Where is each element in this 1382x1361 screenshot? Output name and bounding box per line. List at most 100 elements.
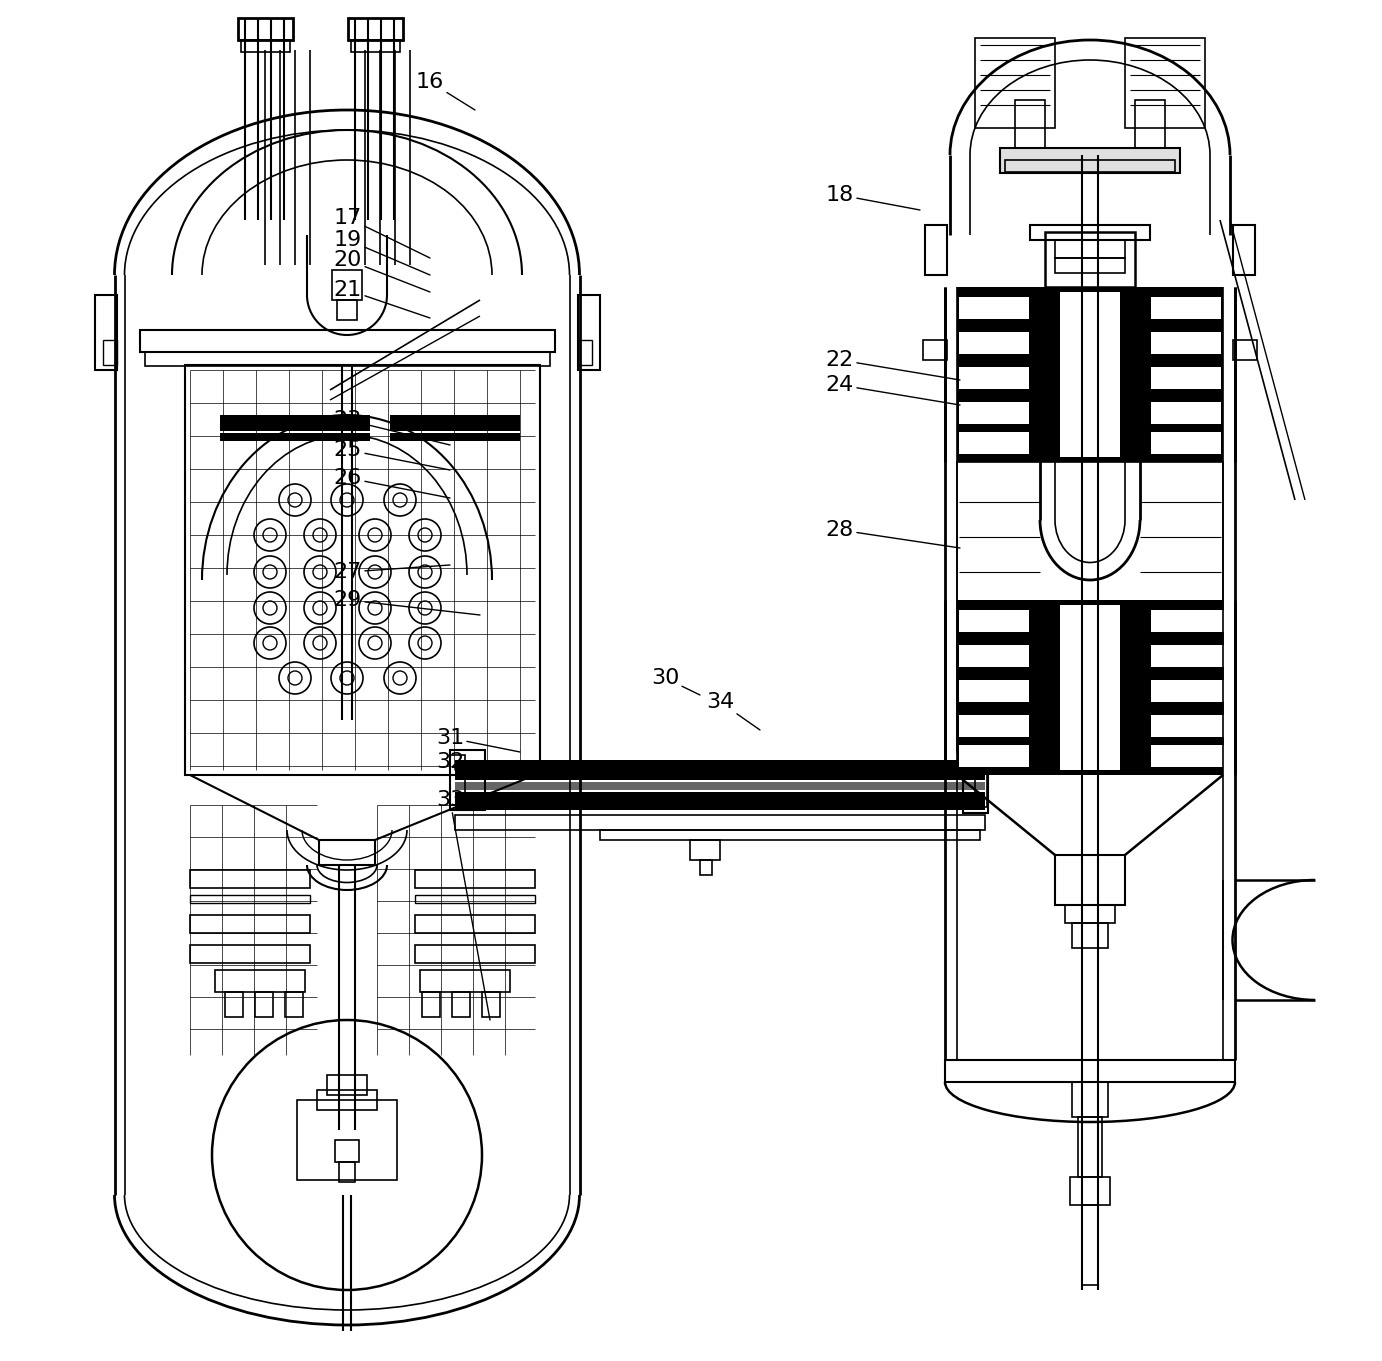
Bar (1014, 99, 1045, 150)
Text: 16: 16 (416, 72, 475, 110)
Bar (959, 610, 1030, 632)
Text: 27: 27 (334, 562, 451, 583)
Bar (959, 367, 1030, 389)
Bar (451, 750, 485, 810)
Circle shape (417, 636, 433, 651)
Circle shape (254, 557, 286, 588)
Bar (240, 39, 290, 52)
Bar (328, 1075, 368, 1096)
Bar (1151, 431, 1222, 455)
Circle shape (304, 557, 336, 588)
Bar (415, 945, 535, 964)
Bar (95, 295, 117, 370)
Bar (297, 1100, 397, 1180)
Bar (1070, 1177, 1110, 1204)
Bar (1151, 715, 1222, 738)
Bar (1151, 744, 1382, 768)
Bar (390, 433, 520, 441)
Bar (1151, 297, 1222, 318)
Bar (959, 431, 1030, 455)
Text: 26: 26 (334, 468, 451, 498)
Bar (415, 896, 535, 902)
Bar (959, 715, 1030, 738)
Bar (482, 992, 500, 1017)
Bar (390, 415, 520, 431)
Bar (1233, 225, 1255, 275)
Circle shape (409, 592, 441, 623)
Bar (285, 992, 303, 1017)
Text: 25: 25 (334, 440, 451, 470)
Bar (420, 970, 510, 992)
Circle shape (254, 592, 286, 623)
Bar (455, 792, 985, 810)
Bar (1151, 645, 1382, 667)
Circle shape (368, 636, 381, 651)
Bar (1072, 1082, 1108, 1117)
Bar (415, 915, 535, 934)
Bar (316, 1090, 377, 1111)
Bar (455, 815, 985, 830)
Circle shape (332, 485, 363, 516)
Bar (1151, 610, 1382, 632)
Circle shape (417, 565, 433, 578)
Bar (959, 645, 1030, 667)
Circle shape (409, 627, 441, 659)
Bar (925, 225, 947, 275)
Circle shape (263, 528, 276, 542)
Circle shape (384, 661, 416, 694)
Bar (415, 870, 535, 887)
Bar (956, 600, 1223, 774)
Text: 20: 20 (334, 250, 430, 293)
Circle shape (287, 493, 303, 508)
Bar (238, 18, 293, 39)
Circle shape (287, 671, 303, 685)
Circle shape (359, 519, 391, 551)
Bar (185, 365, 540, 774)
Bar (1045, 231, 1135, 287)
Bar (422, 992, 439, 1017)
Circle shape (263, 636, 276, 651)
Bar (455, 759, 985, 780)
Bar (451, 755, 464, 804)
Text: 19: 19 (334, 230, 430, 275)
Circle shape (384, 485, 416, 516)
Bar (337, 299, 357, 320)
Bar (220, 415, 370, 431)
Bar (1151, 715, 1382, 738)
Text: 29: 29 (334, 591, 480, 615)
Circle shape (312, 565, 328, 578)
Bar (1151, 680, 1382, 702)
Text: 17: 17 (334, 208, 430, 259)
Bar (455, 783, 985, 789)
Bar (1151, 610, 1222, 632)
Text: 28: 28 (826, 520, 960, 548)
Bar (690, 840, 720, 860)
Bar (701, 860, 712, 875)
Text: 32: 32 (435, 753, 520, 778)
Circle shape (312, 528, 328, 542)
Bar (332, 269, 362, 299)
Bar (974, 753, 987, 807)
Text: 34: 34 (706, 691, 760, 729)
Bar (104, 340, 117, 365)
Bar (319, 840, 375, 866)
Bar (225, 992, 243, 1017)
Bar (216, 970, 305, 992)
Circle shape (304, 627, 336, 659)
Bar (189, 915, 310, 934)
Bar (339, 1162, 355, 1181)
Circle shape (392, 493, 408, 508)
Bar (1151, 744, 1222, 768)
Bar (974, 38, 1054, 128)
Circle shape (340, 493, 354, 508)
Circle shape (409, 519, 441, 551)
Circle shape (304, 592, 336, 623)
Circle shape (417, 528, 433, 542)
Bar (1060, 606, 1119, 770)
Bar (959, 680, 1030, 702)
Bar (351, 39, 399, 52)
Bar (1082, 1204, 1099, 1285)
Circle shape (359, 592, 391, 623)
Bar (1054, 240, 1125, 259)
Bar (1078, 1117, 1101, 1177)
